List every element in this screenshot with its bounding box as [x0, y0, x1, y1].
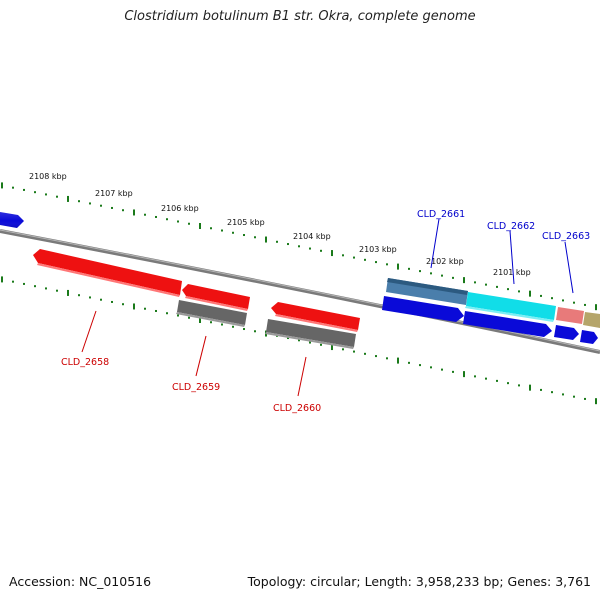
genome-summary-text: Topology: circular; Length: 3,958,233 bp…: [247, 574, 591, 589]
label-leader-line: [195, 335, 207, 377]
gene-arrow[interactable]: [382, 296, 464, 322]
gene-arrow[interactable]: [583, 312, 600, 328]
scale-label: 2105 kbp: [227, 218, 265, 227]
gene-arrow[interactable]: [580, 330, 598, 344]
label-leader-line: [81, 310, 97, 353]
label-leader-line: [430, 218, 440, 269]
genome-backbone-highlight: [0, 229, 600, 352]
gene-label[interactable]: CLD_2663: [542, 231, 590, 242]
label-leader-line: [564, 241, 574, 294]
scale-label: 2107 kbp: [95, 189, 133, 198]
genome-backbone: [0, 229, 600, 354]
scale-label: 2102 kbp: [426, 257, 464, 266]
outer-tick-ring: [1, 182, 597, 311]
gene-label[interactable]: CLD_2660: [273, 403, 321, 414]
scale-label: 2104 kbp: [293, 232, 331, 241]
map-title: Clostridium botulinum B1 str. Okra, comp…: [124, 9, 476, 24]
gene-label[interactable]: CLD_2658: [61, 357, 109, 368]
scale-label: 2108 kbp: [29, 172, 67, 181]
label-leader-line: [297, 356, 307, 397]
gene-label[interactable]: CLD_2659: [172, 382, 220, 393]
scale-label: 2101 kbp: [493, 268, 531, 277]
gene-arrow[interactable]: [33, 249, 182, 297]
accession-text: Accession: NC_010516: [9, 574, 152, 589]
label-leader-line: [509, 230, 515, 285]
gene-arrow[interactable]: [386, 278, 468, 305]
inner-tick-ring: [1, 276, 597, 405]
gene-label[interactable]: CLD_2661: [417, 209, 465, 220]
scale-label: 2106 kbp: [161, 204, 199, 213]
gene-arrow[interactable]: [176, 300, 247, 327]
scale-label: 2103 kbp: [359, 245, 397, 254]
gene-arrow[interactable]: [265, 319, 356, 349]
gene-arrow[interactable]: [554, 325, 579, 340]
gene-label[interactable]: CLD_2662: [487, 221, 535, 232]
gene-arrow[interactable]: [465, 292, 556, 322]
gene-arrow[interactable]: [182, 284, 250, 311]
gene-arrow[interactable]: [463, 311, 552, 337]
gene-arrow[interactable]: [0, 212, 24, 228]
gene-arrow[interactable]: [556, 307, 584, 324]
gene-arrow[interactable]: [271, 302, 360, 332]
